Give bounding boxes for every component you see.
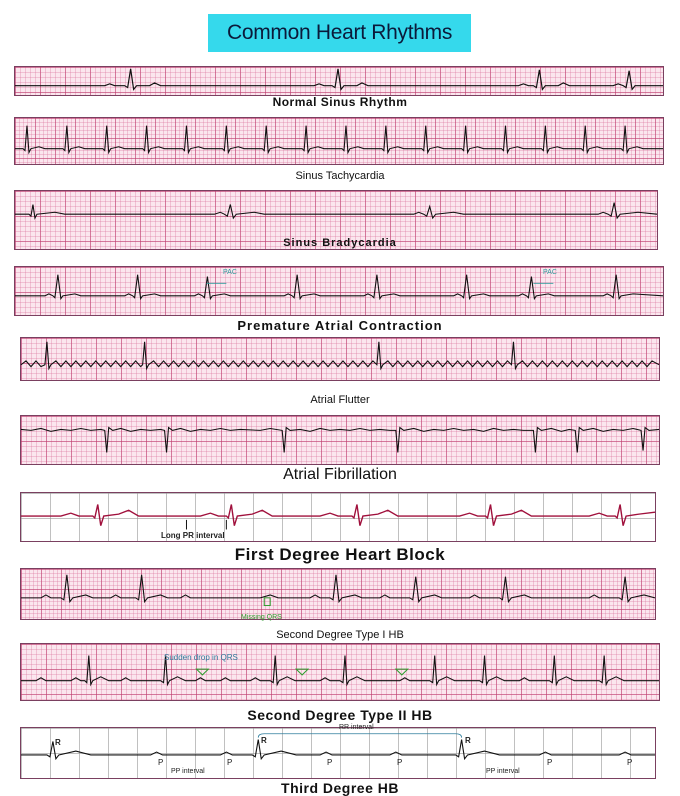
ecg-trace xyxy=(20,426,660,453)
ecg-strip-atrial-fibrillation xyxy=(20,415,660,465)
r-wave-label: R xyxy=(261,736,267,745)
ecg-trace xyxy=(15,274,664,301)
p-wave-label: P xyxy=(158,758,164,767)
rhythm-label-premature-atrial-contraction: Premature Atrial Contraction xyxy=(237,318,443,333)
page-title-banner: Common Heart Rhythms xyxy=(208,14,471,52)
ecg-strip-second-degree-type-1: Missing QRS xyxy=(20,568,656,621)
rr-interval-annotation: RR interval xyxy=(339,724,374,731)
long-pr-interval-annotation: Long PR interval xyxy=(161,531,225,540)
sudden-drop-qrs-annotation: Sudden drop in QRS xyxy=(164,653,238,662)
ecg-trace xyxy=(21,504,656,530)
ecg-trace xyxy=(21,655,659,687)
p-wave-label: P xyxy=(627,758,633,767)
p-wave-label: P xyxy=(227,758,233,767)
ecg-strip-second-degree-type-2: Sudden drop in QRS xyxy=(20,643,660,701)
pac-annotation: PAC xyxy=(543,269,557,276)
ecg-trace xyxy=(20,341,660,371)
rhythm-label-sinus-bradycardia: Sinus Bradycardia xyxy=(283,237,397,249)
pp-interval-annotation: PP interval xyxy=(486,768,520,775)
rhythm-label-first-degree-heart-block: First Degree Heart Block xyxy=(234,545,446,564)
pp-interval-annotation: PP interval xyxy=(171,768,205,775)
ecg-trace xyxy=(15,202,658,220)
rhythm-label-sinus-tachycardia: Sinus Tachycardia xyxy=(295,170,385,182)
ecg-trace xyxy=(15,68,663,91)
ecg-trace xyxy=(21,574,656,607)
rhythm-label-third-degree: Third Degree HB xyxy=(281,780,399,796)
ecg-strip-third-degree: RR interval PP interval PP interval R R … xyxy=(20,724,656,779)
ecg-trace xyxy=(15,125,663,155)
ecg-strip-normal-sinus xyxy=(14,66,664,96)
ecg-strip-sinus-tachycardia xyxy=(14,117,664,165)
rhythm-label-second-degree-type-2: Second Degree Type II HB xyxy=(247,707,433,723)
rhythm-label-atrial-flutter: Atrial Flutter xyxy=(310,394,370,406)
p-wave-label: P xyxy=(397,758,403,767)
rhythm-label-atrial-fibrillation: Atrial Fibrillation xyxy=(283,466,397,483)
p-wave-label: P xyxy=(327,758,333,767)
page-title: Common Heart Rhythms xyxy=(226,21,453,44)
rhythm-label-second-degree-type-1: Second Degree Type I HB xyxy=(276,629,404,641)
p-wave-label: P xyxy=(547,758,553,767)
ecg-strip-first-degree-heart-block: Long PR interval xyxy=(20,492,656,542)
pac-annotation: PAC xyxy=(223,269,237,276)
r-wave-label: R xyxy=(465,736,471,745)
ecg-trace xyxy=(21,733,655,761)
r-wave-label: R xyxy=(55,738,61,747)
ecg-strip-premature-atrial-contraction: PAC PAC xyxy=(14,266,664,316)
rhythm-label-normal-sinus: Normal Sinus Rhythm xyxy=(272,95,408,109)
ecg-strip-sinus-bradycardia xyxy=(14,190,658,250)
missing-qrs-annotation: Missing QRS xyxy=(241,614,282,621)
ecg-strip-atrial-flutter xyxy=(20,337,660,381)
